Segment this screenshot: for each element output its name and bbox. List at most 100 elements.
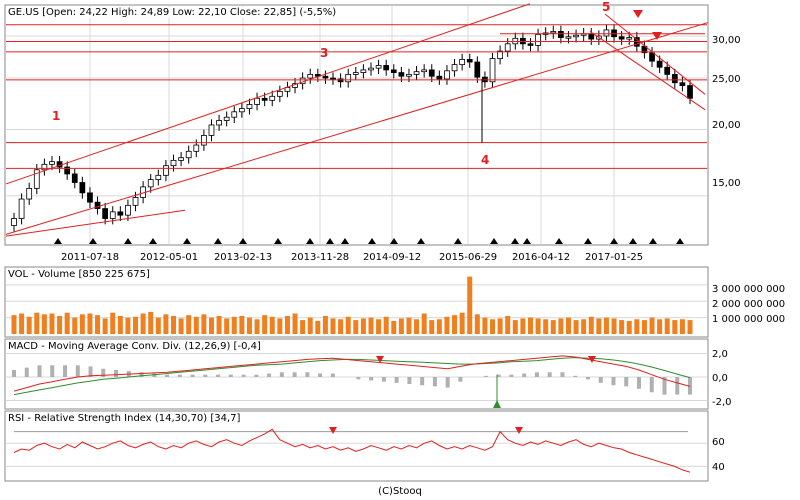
macd-histogram-bar bbox=[254, 374, 259, 377]
signal-triangle-icon bbox=[555, 238, 563, 244]
x-tick-label: 2013-11-28 bbox=[290, 252, 350, 263]
x-tick-label: 2013-02-13 bbox=[213, 252, 273, 263]
volume-bar bbox=[330, 318, 336, 334]
signal-triangle-icon bbox=[149, 238, 157, 244]
volume-bar bbox=[140, 313, 146, 334]
signal-triangle-icon bbox=[584, 238, 592, 244]
candle-body bbox=[618, 36, 625, 40]
volume-bar bbox=[482, 317, 488, 334]
candle-body bbox=[368, 67, 374, 71]
volume-bar bbox=[368, 317, 374, 334]
volume-bar bbox=[19, 313, 25, 334]
overbought-signal-icon bbox=[329, 427, 337, 434]
sell-signal-icon bbox=[376, 356, 384, 363]
candle-body bbox=[201, 134, 207, 146]
volume-bar bbox=[497, 318, 503, 334]
sell-signal-icon bbox=[588, 356, 596, 363]
macd-histogram-bar bbox=[585, 377, 590, 380]
volume-bar bbox=[315, 320, 321, 334]
wave-annotation: 5 bbox=[602, 0, 610, 14]
volume-bar bbox=[649, 317, 655, 334]
candle-body bbox=[125, 204, 131, 216]
candle-body bbox=[421, 69, 428, 73]
volume-bar bbox=[79, 314, 85, 334]
candle-body bbox=[231, 111, 238, 118]
volume-bar bbox=[338, 319, 344, 334]
volume-bar bbox=[292, 313, 298, 334]
macd-histogram-bar bbox=[37, 365, 42, 377]
volume-bar bbox=[444, 316, 450, 334]
macd-histogram-bar bbox=[420, 377, 425, 386]
macd-histogram-bar bbox=[496, 374, 501, 377]
candle-body bbox=[671, 73, 678, 84]
volume-bar bbox=[414, 319, 420, 334]
candle-body bbox=[413, 71, 420, 75]
macd-histogram-bar bbox=[534, 372, 539, 377]
wave-annotation: 3 bbox=[320, 46, 328, 60]
signal-triangle-icon bbox=[183, 238, 191, 244]
candle-body bbox=[444, 70, 450, 80]
volume-bar bbox=[64, 312, 70, 334]
macd-histogram-bar bbox=[560, 372, 565, 377]
volume-bar bbox=[490, 319, 496, 334]
macd-histogram-bar bbox=[636, 377, 641, 389]
volume-bar bbox=[398, 318, 404, 334]
signal-triangle-icon bbox=[454, 238, 462, 244]
signal-triangle-icon bbox=[341, 238, 349, 244]
candle-body bbox=[375, 65, 382, 69]
macd-histogram-bar bbox=[369, 377, 374, 381]
macd-histogram-bar bbox=[305, 372, 310, 377]
signal-triangle-icon bbox=[511, 238, 519, 244]
volume-bar bbox=[596, 318, 602, 334]
volume-bar bbox=[474, 314, 480, 334]
signal-triangle-icon bbox=[306, 238, 314, 244]
candle-body bbox=[626, 37, 633, 40]
macd-tick-label: 0,0 bbox=[712, 373, 728, 384]
volume-bar bbox=[57, 315, 63, 334]
signal-triangle-icon bbox=[490, 238, 498, 244]
candle-body bbox=[558, 31, 564, 38]
candle-body bbox=[428, 69, 435, 77]
volume-bar bbox=[520, 318, 526, 334]
signal-triangle-icon bbox=[54, 238, 62, 244]
volume-bar bbox=[11, 315, 17, 334]
candle-body bbox=[155, 174, 162, 181]
macd-histogram-bar bbox=[445, 377, 450, 388]
volume-bar bbox=[672, 320, 678, 334]
signal-triangle-icon bbox=[239, 238, 247, 244]
signal-triangle-icon bbox=[417, 238, 425, 244]
volume-bar bbox=[231, 316, 237, 334]
rsi-tick-label: 40 bbox=[712, 462, 725, 473]
volume-bar bbox=[208, 317, 214, 334]
macd-histogram-bar bbox=[624, 377, 629, 387]
rsi-panel-title: RSI - Relative Strength Index (14,30,70)… bbox=[7, 413, 242, 424]
signal-triangle-icon bbox=[523, 238, 531, 244]
price-panel-frame bbox=[4, 4, 709, 246]
macd-tick-label: -2,0 bbox=[712, 397, 732, 408]
candle-body bbox=[216, 120, 222, 126]
signal-triangle-icon bbox=[214, 238, 222, 244]
volume-bar bbox=[603, 317, 609, 334]
volume-bar bbox=[163, 314, 169, 334]
macd-histogram-bar bbox=[12, 369, 16, 377]
macd-histogram-bar bbox=[292, 372, 297, 377]
wave-annotation: 1 bbox=[52, 109, 60, 123]
candle-body bbox=[170, 159, 177, 167]
candle-body bbox=[18, 198, 25, 219]
volume-bar bbox=[505, 315, 511, 334]
volume-bar bbox=[49, 313, 55, 334]
volume-bar bbox=[102, 318, 108, 334]
descending-line-upper bbox=[604, 13, 706, 95]
volume-bar bbox=[201, 314, 207, 334]
candle-body bbox=[352, 72, 359, 75]
volume-bar bbox=[360, 318, 366, 334]
volume-bar bbox=[307, 317, 313, 334]
candle-body bbox=[254, 97, 260, 105]
candle-body bbox=[79, 182, 86, 194]
arrow-down-icon bbox=[633, 10, 643, 18]
macd-histogram-bar bbox=[241, 374, 246, 377]
x-tick-label: 2017-01-25 bbox=[584, 252, 644, 263]
candle-body bbox=[223, 116, 230, 121]
volume-bar bbox=[406, 317, 412, 334]
candle-body bbox=[474, 61, 481, 78]
